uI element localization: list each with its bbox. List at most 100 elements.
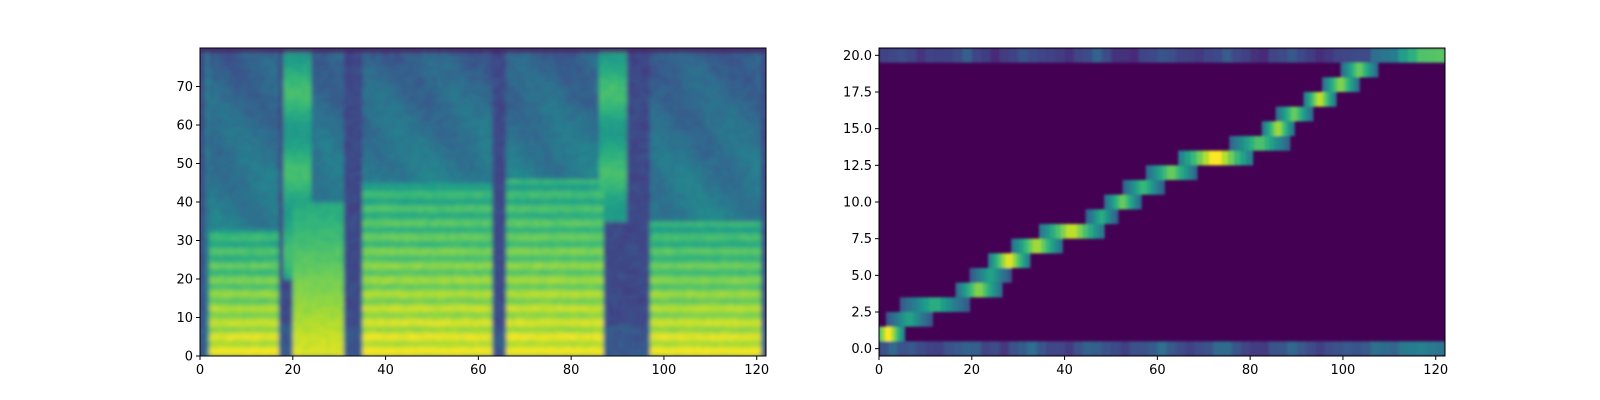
spectrogram-cell	[431, 348, 438, 353]
spectrogram-cell	[380, 236, 387, 242]
spectrogram-cell	[339, 352, 345, 356]
spectrogram-cell	[329, 252, 336, 257]
spectrogram-cell	[399, 90, 405, 95]
spectrogram-cell	[274, 74, 280, 80]
spectrogram-cell	[241, 159, 247, 165]
spectrogram-cell	[278, 344, 285, 349]
spectrogram-cell	[204, 48, 210, 53]
spectrogram-cell	[404, 232, 410, 238]
spectrogram-cell	[418, 178, 424, 184]
spectrogram-cell	[325, 309, 331, 315]
spectrogram-cell	[413, 275, 419, 280]
spectrogram-cell	[371, 240, 377, 245]
spectrogram-cell	[427, 109, 433, 115]
spectrogram-cell	[288, 74, 294, 80]
spectrogram-cell	[264, 117, 271, 122]
spectrogram-cell	[288, 128, 294, 134]
spectrogram-cell	[394, 267, 401, 272]
spectrogram-cell	[278, 352, 285, 356]
spectrogram-cell	[204, 286, 210, 292]
spectrogram-cell	[441, 279, 447, 284]
spectrogram-cell	[297, 86, 303, 91]
spectrogram-cell	[357, 340, 363, 346]
spectrogram-cell	[339, 74, 345, 80]
spectrogram-cell	[237, 117, 243, 122]
spectrogram-cell	[246, 259, 252, 265]
spectrogram-cell	[380, 209, 387, 215]
spectrogram-cell	[246, 125, 252, 130]
spectrogram-cell	[213, 186, 220, 192]
spectrogram-cell	[427, 329, 433, 334]
spectrogram-cell	[441, 98, 447, 103]
spectrogram-cell	[436, 71, 442, 76]
spectrogram-cell	[413, 255, 419, 261]
spectrogram-cell	[251, 240, 257, 245]
spectrogram-cell	[264, 171, 271, 176]
spectrogram-cell	[436, 155, 442, 161]
spectrogram-cell	[278, 255, 285, 261]
spectrogram-cell	[380, 313, 387, 319]
spectrogram-cell	[371, 186, 377, 192]
spectrogram-cell	[315, 59, 322, 64]
spectrogram-cell	[436, 321, 442, 326]
spectrogram-cell	[483, 94, 489, 99]
spectrogram-cell	[371, 128, 377, 134]
spectrogram-cell	[413, 317, 419, 322]
spectrogram-cell	[218, 240, 224, 245]
spectrogram-cell	[204, 59, 210, 64]
spectrogram-cell	[469, 148, 475, 153]
spectrogram-cell	[353, 175, 359, 180]
spectrogram-cell	[473, 240, 479, 245]
spectrogram-cell	[288, 202, 294, 207]
spectrogram-cell	[464, 159, 470, 165]
spectrogram-cell	[283, 190, 289, 195]
spectrogram-cell	[455, 336, 461, 342]
spectrogram-cell	[251, 248, 257, 253]
spectrogram-cell	[469, 155, 475, 161]
spectrogram-cell	[399, 209, 405, 215]
spectrogram-cell	[297, 336, 303, 342]
spectrogram-cell	[315, 67, 322, 72]
spectrogram-cell	[362, 321, 368, 326]
spectrogram-cell	[302, 344, 308, 349]
spectrogram-cell	[255, 74, 261, 80]
spectrogram-cell	[473, 290, 479, 295]
spectrogram-cell	[209, 236, 215, 242]
spectrogram-cell	[408, 105, 415, 111]
spectrogram-cell	[371, 352, 377, 356]
spectrogram-cell	[487, 217, 493, 222]
spectrogram-cell	[292, 298, 299, 303]
spectrogram-cell	[200, 309, 206, 315]
spectrogram-cell	[241, 178, 247, 184]
spectrogram-cell	[311, 98, 317, 103]
spectrogram-cell	[269, 244, 275, 249]
spectrogram-cell	[269, 151, 275, 157]
spectrogram-cell	[274, 267, 280, 272]
spectrogram-cell	[204, 271, 210, 276]
spectrogram-cell	[204, 155, 210, 161]
spectrogram-cell	[200, 244, 206, 249]
spectrogram-cell	[450, 205, 456, 211]
spectrogram-cell	[251, 86, 257, 91]
spectrogram-cell	[251, 325, 257, 330]
spectrogram-cell	[218, 109, 224, 115]
spectrogram-cell	[422, 186, 428, 192]
spectrogram-cell	[427, 144, 433, 149]
spectrogram-cell	[371, 259, 377, 265]
spectrogram-cell	[204, 232, 210, 238]
spectrogram-cell	[278, 78, 285, 84]
spectrogram-cell	[394, 325, 401, 330]
spectrogram-cell	[478, 267, 484, 272]
spectrogram-cell	[213, 67, 220, 72]
spectrogram-cell	[404, 51, 410, 57]
spectrogram-cell	[213, 317, 220, 322]
spectrogram-cell	[431, 209, 438, 215]
spectrogram-cell	[306, 317, 312, 322]
spectrogram-cell	[399, 148, 405, 153]
spectrogram-cell	[292, 190, 299, 195]
spectrogram-cell	[450, 332, 456, 338]
spectrogram-cell	[478, 213, 484, 218]
spectrogram-cell	[357, 86, 363, 91]
spectrogram-cell	[404, 163, 410, 168]
spectrogram-cell	[404, 140, 410, 145]
